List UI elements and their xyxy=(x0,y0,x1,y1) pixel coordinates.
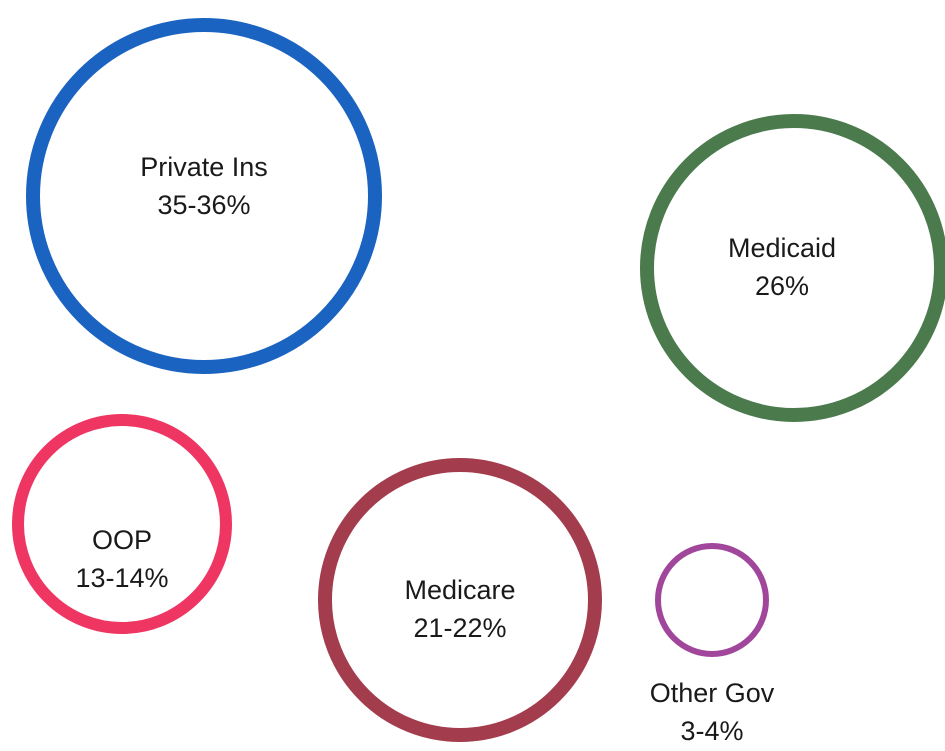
other-gov-circle xyxy=(658,546,766,654)
other-gov-value: 3-4% xyxy=(650,712,775,750)
oop-label: OOP 13-14% xyxy=(75,521,168,597)
private-ins-value: 35-36% xyxy=(140,186,268,224)
other-gov-name: Other Gov xyxy=(650,674,775,712)
private-ins-name: Private Ins xyxy=(140,148,268,186)
medicare-name: Medicare xyxy=(404,571,515,609)
oop-name: OOP xyxy=(75,521,168,559)
medicare-label: Medicare 21-22% xyxy=(404,571,515,647)
medicaid-value: 26% xyxy=(728,267,836,305)
medicaid-name: Medicaid xyxy=(728,229,836,267)
medicare-value: 21-22% xyxy=(404,609,515,647)
private-ins-label: Private Ins 35-36% xyxy=(140,148,268,224)
medicaid-label: Medicaid 26% xyxy=(728,229,836,305)
other-gov-label: Other Gov 3-4% xyxy=(650,674,775,750)
oop-value: 13-14% xyxy=(75,559,168,597)
